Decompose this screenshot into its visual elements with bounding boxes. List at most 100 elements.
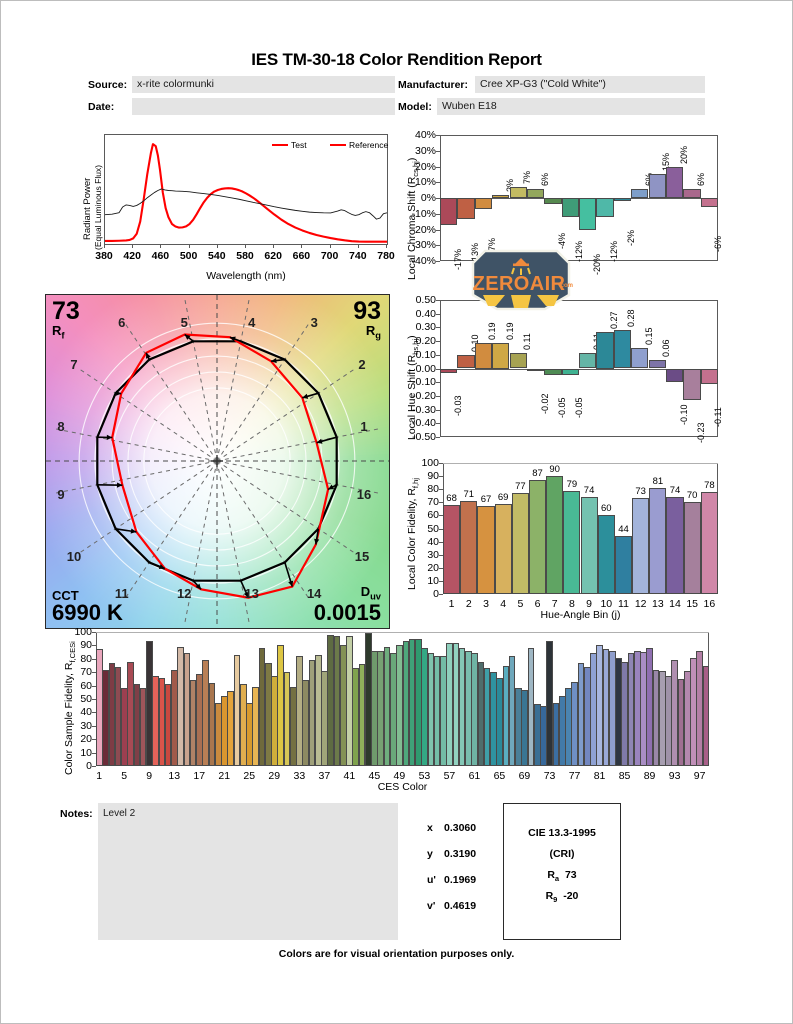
- local-chroma-shift-barlabel-14: 20%: [678, 145, 689, 164]
- local-chroma-shift-bar-6: [526, 188, 545, 198]
- cie-standard: CIE 13.3-1995: [528, 827, 596, 839]
- csf-tickmark: [92, 739, 96, 741]
- lcf-bar-11: [614, 536, 633, 594]
- local-hue-shift-ytick-2: 0.30: [415, 321, 436, 334]
- spd-tickmark: [160, 245, 162, 248]
- local-chroma-shift-ytick-0: 40%: [414, 129, 436, 141]
- local-chroma-shift-tickmark: [436, 261, 440, 262]
- local-chroma-shift-bar-5: [509, 187, 527, 198]
- lcf-bar-2: [460, 501, 478, 594]
- csf-xtick-93: 93: [668, 770, 681, 782]
- lcf-barlabel-16: 78: [704, 479, 715, 491]
- local-chroma-shift-ytick-2: 20%: [414, 160, 436, 173]
- cie-cri-box: CIE 13.3-1995 (CRI) Ra 73 R9 -20: [503, 803, 621, 940]
- cvg-bin-6: 6: [118, 315, 126, 330]
- lcf-xtick-10: 10: [600, 598, 613, 610]
- csf-bar-22: [227, 691, 235, 766]
- zeroair-logo: ZEROAIR .com: [461, 249, 581, 311]
- local-hue-shift-ytick-1: 0.40: [415, 307, 436, 320]
- csf-tickmark: [92, 658, 96, 660]
- spd-legend-label-reference: Reference: [349, 140, 389, 150]
- spd-legend-swatch-reference: [330, 144, 346, 146]
- lcf-barlabel-3: 67: [480, 494, 492, 506]
- notes-box[interactable]: [98, 803, 398, 940]
- rf-value: 73: [52, 297, 80, 325]
- csf-tickmark: [92, 766, 96, 767]
- csf-tickmark: [92, 672, 96, 674]
- local-hue-shift-bar-2: [457, 354, 475, 369]
- local-hue-shift-bar-10: [596, 331, 614, 369]
- csf-xtick-77: 77: [568, 770, 581, 782]
- cct-readout: CCT 6990 K: [52, 589, 123, 624]
- local-hue-shift-tickmark: [436, 313, 440, 315]
- csf-bar-81: [596, 645, 604, 766]
- csf-bar-30: [277, 645, 285, 766]
- csf-bar-35: [308, 660, 316, 766]
- lcf-barlabel-12: 73: [635, 486, 646, 498]
- lcf-barlabel-6: 87: [532, 468, 543, 479]
- local-hue-shift-barlabel-11: 0.28: [626, 309, 637, 328]
- source-value[interactable]: x-rite colormunki: [132, 76, 395, 93]
- local-hue-shift-bar-7: [544, 368, 562, 376]
- csf-bar-21: [221, 696, 228, 766]
- manufacturer-value[interactable]: Cree XP-G3 ("Cold White"): [475, 76, 705, 93]
- svg-text:.com: .com: [559, 283, 573, 289]
- csf-gridline-100: [96, 632, 709, 633]
- lcf-barlabel-2: 71: [463, 489, 475, 500]
- csf-bar-54: [427, 653, 435, 766]
- csf-bar-93: [671, 660, 679, 766]
- local-chroma-shift-bar-3: [474, 198, 493, 209]
- local-hue-shift-barlabel-8: -0.05: [574, 397, 585, 419]
- csf-ytick-90: 90: [80, 639, 92, 652]
- csf-bar-73: [546, 641, 554, 766]
- chromaticity-key-1: y: [427, 848, 433, 860]
- lcf-bar-14: [666, 497, 684, 594]
- cvg-bin-16: 16: [356, 486, 372, 502]
- csf-ytick-100: 100: [74, 626, 92, 638]
- csf-xtick-57: 57: [443, 770, 456, 782]
- lcf-xtick-8: 8: [568, 598, 575, 610]
- local-chroma-shift-tickmark: [436, 135, 440, 136]
- local-hue-shift-barlabel-6: -0.02: [539, 393, 550, 415]
- csf-ytick-80: 80: [80, 652, 92, 665]
- rg-readout: 93 Rg: [353, 299, 381, 341]
- lcf-xtick-1: 1: [448, 598, 455, 610]
- local-hue-shift-bar-12: [631, 347, 649, 369]
- model-value[interactable]: Wuben E18: [437, 98, 705, 115]
- lcf-barlabel-4: 69: [497, 491, 509, 503]
- csf-bar-3: [108, 662, 116, 766]
- csf-bar-80: [590, 653, 597, 766]
- cie-r9: R9 -20: [545, 890, 579, 905]
- lcf-bar-15: [683, 502, 701, 594]
- cvg-bin-3: 3: [310, 315, 318, 330]
- csf-bar-40: [339, 645, 347, 766]
- csf-bar-59: [458, 648, 466, 766]
- csf-bar-57: [446, 642, 453, 766]
- csf-bar-63: [483, 668, 491, 766]
- local-hue-shift-tickmark: [436, 382, 440, 384]
- csf-bar-70: [527, 648, 535, 766]
- lcf-bar-5: [511, 493, 529, 594]
- csf-bar-91: [658, 670, 666, 766]
- cct-label: CCT: [52, 588, 79, 603]
- cvg-bin-1: 1: [360, 419, 368, 435]
- csf-bar-84: [615, 657, 622, 766]
- lcf-xtick-9: 9: [586, 598, 593, 610]
- csf-xtick-17: 17: [193, 770, 206, 782]
- csf-bar-8: [139, 688, 147, 766]
- date-value[interactable]: [132, 98, 395, 115]
- csf-xtick-9: 9: [146, 770, 153, 782]
- csf-bar-98: [702, 665, 710, 766]
- duv-readout: Duv 0.0015: [314, 585, 381, 624]
- rf-readout: 73 Rf: [52, 299, 80, 341]
- csf-xtick-97: 97: [693, 770, 706, 782]
- spd-series-test: [105, 143, 387, 243]
- csf-bar-82: [602, 649, 610, 766]
- lcf-ytick-40: 40: [427, 535, 439, 548]
- csf-tickmark: [92, 752, 96, 754]
- local-hue-shift-barlabel-3: 0.19: [487, 321, 498, 340]
- lcf-bar-10: [597, 515, 615, 594]
- local-hue-shift-ytick-0: 0.50: [415, 294, 436, 306]
- lcf-ytick-50: 50: [427, 522, 439, 535]
- local-hue-shift-tickmark: [436, 395, 440, 397]
